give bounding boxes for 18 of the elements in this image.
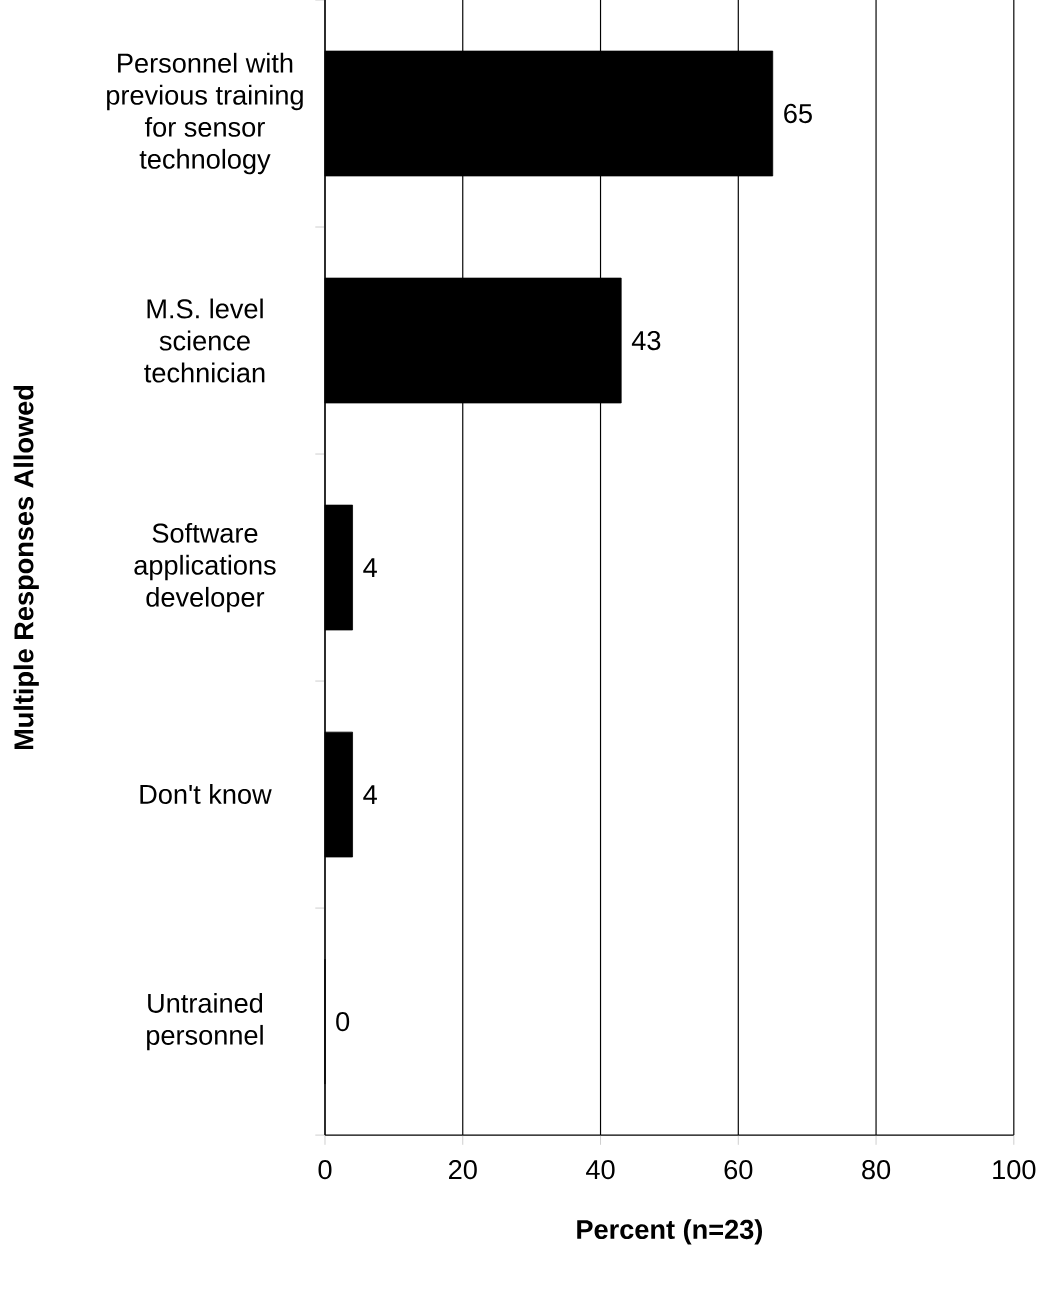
x-tick-label: 60 <box>724 1160 753 1180</box>
y-tick-label: M.S. level science technician <box>144 298 265 383</box>
y-tick-label: Don't know <box>140 784 272 804</box>
x-tick-label: 40 <box>586 1160 615 1180</box>
data-label: 4 <box>363 785 377 804</box>
x-axis-title: Percent (n=23) <box>577 1219 763 1245</box>
x-tick-label: 80 <box>862 1160 891 1180</box>
y-tick-label: Untrained personnel <box>147 992 263 1051</box>
data-label: 0 <box>336 1011 350 1032</box>
data-label: 65 <box>784 103 812 124</box>
y-axis-title: Multiple Responses Allowed <box>13 385 39 750</box>
x-tick-label: 0 <box>318 1160 332 1180</box>
x-tick-label: 20 <box>449 1160 477 1180</box>
y-tick-label: Software applications developer <box>134 522 276 613</box>
data-label: 43 <box>631 330 661 351</box>
y-tick-label: Personnel with previous training for sensor technology <box>107 52 303 175</box>
x-tick-label: 100 <box>993 1160 1036 1180</box>
data-label: 4 <box>363 558 377 577</box>
